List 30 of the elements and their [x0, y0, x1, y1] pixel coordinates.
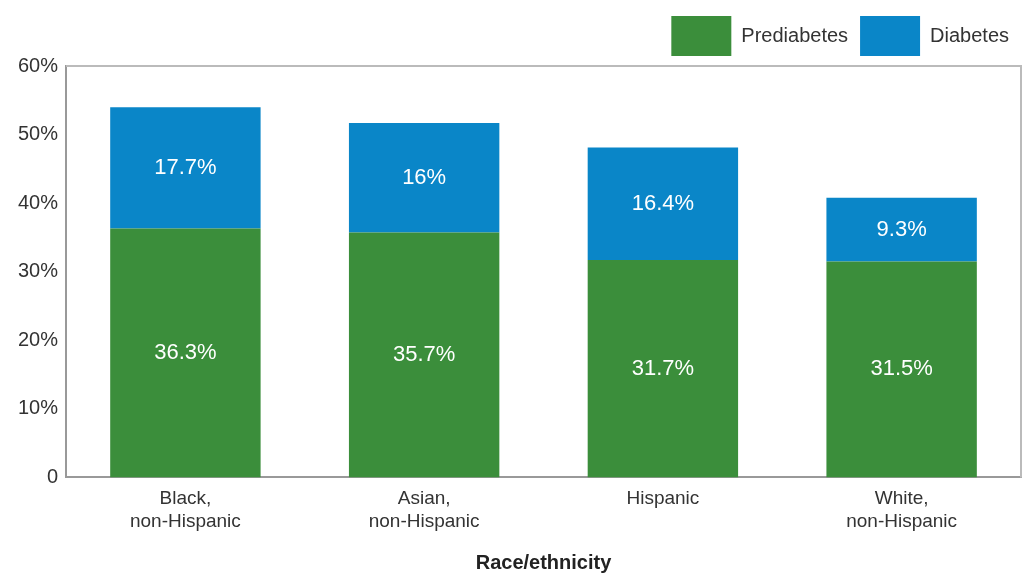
data-label: 9.3% — [876, 215, 927, 241]
x-tick-label: Hispanic — [626, 487, 700, 509]
data-label: 36.3% — [154, 339, 217, 365]
y-tick-label: 10% — [18, 396, 59, 419]
y-tick-label: 60% — [18, 53, 59, 76]
data-label: 31.7% — [631, 354, 695, 380]
bar — [587, 147, 739, 261]
x-axis-title: Race/ethnicity — [475, 550, 613, 573]
x-tick-label: Asian, non-Hispanic — [368, 487, 480, 531]
data-label: 16.4% — [631, 189, 695, 215]
bar — [348, 122, 500, 233]
legend-label: Prediabetes — [741, 23, 849, 46]
legend-label: Diabetes — [930, 23, 1009, 46]
bar — [110, 228, 261, 478]
x-tick-label: Black, non-Hispanic — [129, 487, 241, 531]
bar — [587, 260, 739, 478]
data-label: 16% — [402, 163, 447, 189]
bar — [110, 107, 261, 229]
bar — [826, 261, 977, 478]
y-tick-label: 0 — [46, 464, 59, 487]
x-tick-label: White, non-Hispanic — [846, 487, 958, 531]
data-label: 35.7% — [392, 341, 456, 367]
y-tick-label: 40% — [18, 190, 59, 213]
y-tick-label: 20% — [18, 327, 59, 350]
y-tick-label: 50% — [18, 122, 59, 145]
data-label: 31.5% — [870, 355, 933, 381]
y-tick-label: 30% — [18, 259, 59, 282]
bar — [826, 197, 977, 262]
bar — [348, 232, 500, 478]
data-label: 17.7% — [154, 153, 217, 179]
